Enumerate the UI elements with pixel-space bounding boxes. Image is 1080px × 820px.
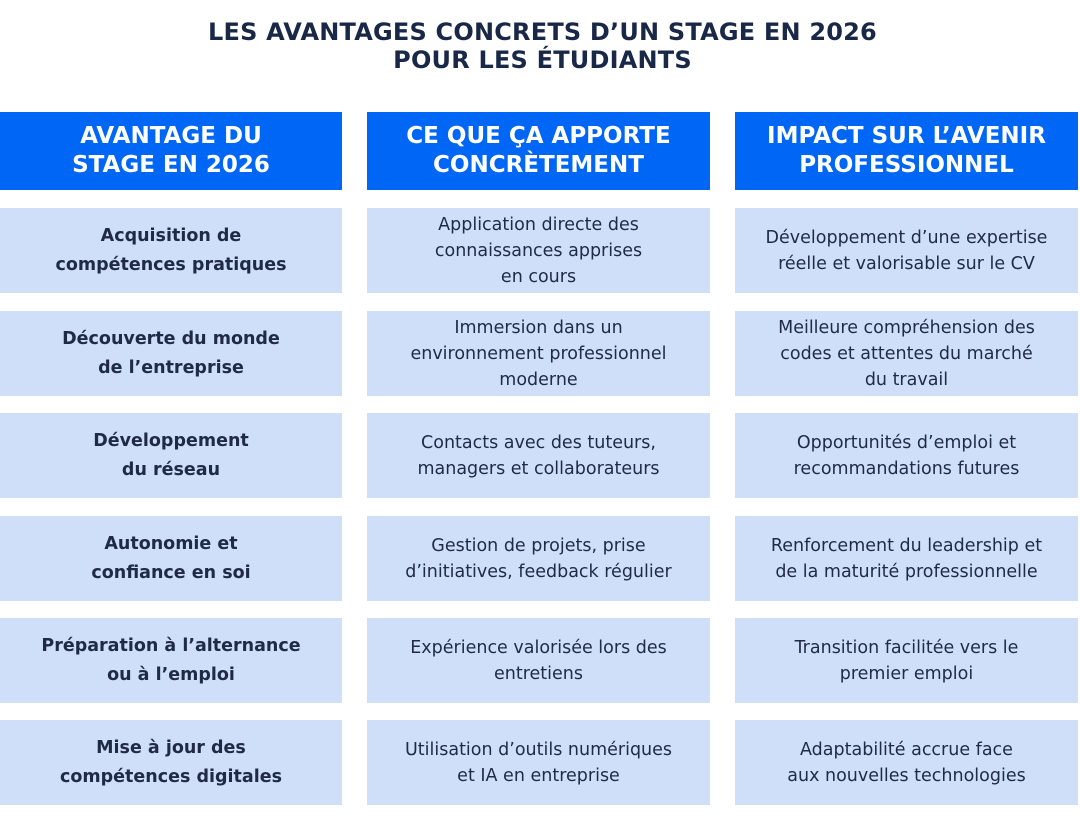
table-cell-benefit: Immersion dans un environnement professi…: [367, 311, 710, 396]
table-cell-advantage: Préparation à l’alternance ou à l’emploi: [0, 618, 342, 703]
table-cell-impact: Développement d’une expertise réelle et …: [735, 208, 1078, 293]
column-header-advantage: AVANTAGE DU STAGE EN 2026: [0, 112, 342, 190]
column-header-impact: IMPACT SUR L’AVENIR PROFESSIONNEL: [735, 112, 1078, 190]
column-header-benefit: CE QUE ÇA APPORTE CONCRÈTEMENT: [367, 112, 710, 190]
table-cell-benefit: Utilisation d’outils numériques et IA en…: [367, 720, 710, 805]
table-cell-benefit: Gestion de projets, prise d’initiatives,…: [367, 516, 710, 601]
table-cell-benefit: Contacts avec des tuteurs, managers et c…: [367, 413, 710, 498]
page-title: LES AVANTAGES CONCRETS D’UN STAGE EN 202…: [208, 18, 877, 74]
table-cell-advantage: Développement du réseau: [0, 413, 342, 498]
table-cell-benefit: Application directe des connaissances ap…: [367, 208, 710, 293]
table-cell-benefit: Expérience valorisée lors des entretiens: [367, 618, 710, 703]
table-cell-impact: Opportunités d’emploi et recommandations…: [735, 413, 1078, 498]
table-cell-impact: Meilleure compréhension des codes et att…: [735, 311, 1078, 396]
table-cell-impact: Renforcement du leadership et de la matu…: [735, 516, 1078, 601]
table-cell-advantage: Mise à jour des compétences digitales: [0, 720, 342, 805]
table-cell-advantage: Autonomie et confiance en soi: [0, 516, 342, 601]
table-cell-advantage: Découverte du monde de l’entreprise: [0, 311, 342, 396]
table-cell-impact: Transition facilitée vers le premier emp…: [735, 618, 1078, 703]
table-cell-impact: Adaptabilité accrue face aux nouvelles t…: [735, 720, 1078, 805]
table-cell-advantage: Acquisition de compétences pratiques: [0, 208, 342, 293]
